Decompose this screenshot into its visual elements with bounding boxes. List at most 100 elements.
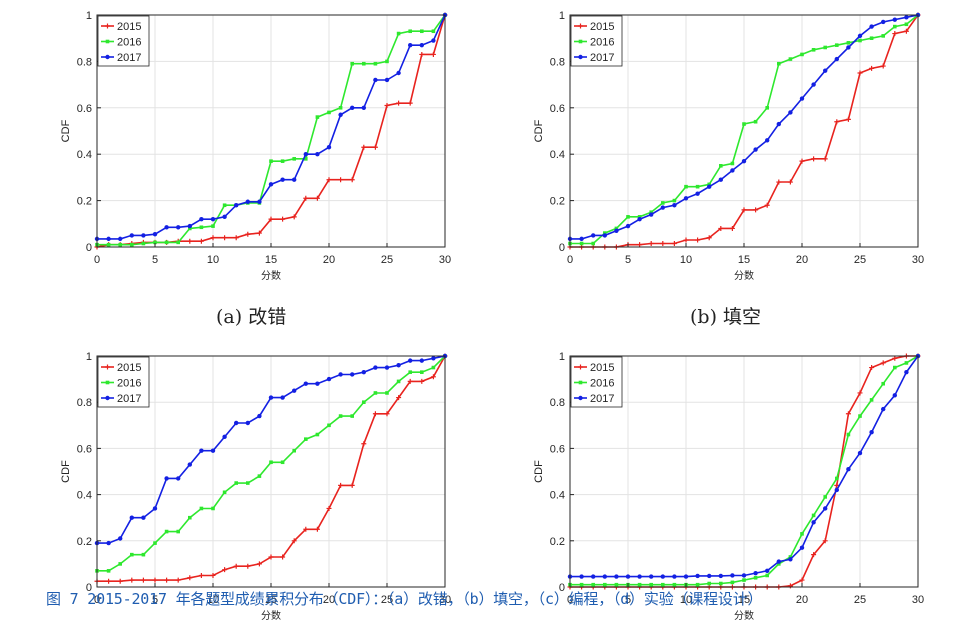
data-point-2015 xyxy=(280,216,286,222)
data-point-2016 xyxy=(684,184,688,189)
data-point-2016 xyxy=(846,41,851,45)
data-point-2015 xyxy=(741,207,747,213)
data-point-2017 xyxy=(823,68,828,73)
data-point-2017 xyxy=(431,38,436,43)
data-point-2016 xyxy=(315,115,320,119)
data-point-2017 xyxy=(257,199,262,204)
data-point-2016 xyxy=(292,448,296,453)
data-point-2017 xyxy=(396,363,401,368)
data-point-2015 xyxy=(233,563,239,569)
data-point-2016 xyxy=(199,506,204,511)
data-point-2017 xyxy=(799,96,805,101)
data-point-2015 xyxy=(245,231,251,237)
data-point-2017 xyxy=(846,45,851,50)
data-point-2017 xyxy=(315,152,320,157)
x-tick-label: 25 xyxy=(854,254,866,266)
data-point-2015 xyxy=(419,51,425,57)
data-point-2016 xyxy=(373,391,378,395)
data-point-2017 xyxy=(904,15,909,20)
data-point-2016 xyxy=(788,57,793,61)
data-point-2016 xyxy=(672,198,677,203)
x-tick-label: 20 xyxy=(323,254,335,266)
y-tick-label: 0.6 xyxy=(550,103,565,115)
legend-marker-2015 xyxy=(578,364,583,370)
data-point-2015 xyxy=(384,102,390,108)
data-point-2016 xyxy=(823,495,827,499)
data-point-2017 xyxy=(419,42,424,48)
data-point-2017 xyxy=(118,536,123,541)
data-point-2017 xyxy=(210,448,216,453)
legend-marker-2016 xyxy=(578,39,583,44)
subcaption-b: (b) 填空 xyxy=(690,306,762,328)
data-point-2015 xyxy=(822,538,828,544)
data-point-2017 xyxy=(350,372,355,377)
data-point-2017 xyxy=(210,216,216,222)
data-point-2016 xyxy=(904,361,909,365)
data-point-2016 xyxy=(396,379,401,384)
data-point-2016 xyxy=(742,122,746,126)
data-point-2015 xyxy=(280,554,286,560)
data-point-2016 xyxy=(765,573,769,578)
y-tick-label: 0.2 xyxy=(550,536,565,548)
data-point-2015 xyxy=(764,202,770,208)
data-point-2017 xyxy=(811,82,816,87)
x-tick-label: 0 xyxy=(567,594,573,606)
data-point-2017 xyxy=(776,121,781,127)
data-point-2015 xyxy=(326,505,332,511)
data-point-2017 xyxy=(834,487,839,493)
data-point-2017 xyxy=(683,196,689,201)
data-point-2016 xyxy=(269,460,273,465)
data-point-2017 xyxy=(753,147,758,152)
data-point-2017 xyxy=(431,356,436,361)
y-tick-label: 0.8 xyxy=(550,397,565,409)
data-point-2017 xyxy=(788,557,793,562)
data-point-2016 xyxy=(280,460,285,465)
data-point-2015 xyxy=(291,214,297,220)
figure-caption: 图 7 2015-2017 年各题型成绩累积分布（CDF）：（a）改错，（b）填… xyxy=(46,590,763,608)
legend-label-2017: 2017 xyxy=(590,393,614,405)
data-point-2016 xyxy=(130,552,134,557)
x-tick-label: 5 xyxy=(152,254,158,266)
data-point-2015 xyxy=(880,360,886,366)
data-point-2015 xyxy=(671,241,677,247)
data-point-2017 xyxy=(857,33,863,39)
data-point-2017 xyxy=(292,388,297,393)
data-point-2015 xyxy=(106,578,112,584)
x-tick-label: 10 xyxy=(680,594,692,606)
data-point-2016 xyxy=(603,582,607,587)
data-point-2016 xyxy=(199,225,204,230)
x-tick-label: 10 xyxy=(207,594,219,606)
data-point-2016 xyxy=(846,432,851,437)
data-point-2017 xyxy=(614,574,619,579)
data-point-2017 xyxy=(234,203,239,208)
data-point-2017 xyxy=(176,476,181,481)
data-point-2015 xyxy=(256,561,262,567)
data-point-2016 xyxy=(730,580,735,585)
data-point-2016 xyxy=(811,48,816,52)
data-point-2017 xyxy=(118,236,123,242)
legend-label-2017: 2017 xyxy=(117,393,141,405)
data-point-2015 xyxy=(845,116,851,122)
data-point-2015 xyxy=(718,225,724,231)
data-point-2017 xyxy=(904,369,909,375)
data-point-2017 xyxy=(869,24,874,29)
data-point-2016 xyxy=(280,159,285,163)
data-point-2017 xyxy=(741,158,747,164)
data-point-2016 xyxy=(350,414,354,418)
data-point-2016 xyxy=(637,582,642,587)
data-point-2015 xyxy=(361,144,367,150)
data-point-2017 xyxy=(384,77,390,83)
x-tick-label: 20 xyxy=(796,254,808,266)
y-tick-label: 0.8 xyxy=(550,56,565,68)
data-point-2015 xyxy=(799,158,805,164)
data-point-2016 xyxy=(327,110,331,115)
data-point-2017 xyxy=(602,233,607,238)
y-tick-label: 0 xyxy=(86,582,92,594)
data-point-2017 xyxy=(625,574,631,579)
data-point-2017 xyxy=(695,573,700,579)
data-point-2017 xyxy=(672,203,677,208)
y-tick-label: 0.6 xyxy=(77,443,92,455)
y-tick-label: 0.4 xyxy=(550,490,565,502)
data-point-2016 xyxy=(234,481,238,485)
